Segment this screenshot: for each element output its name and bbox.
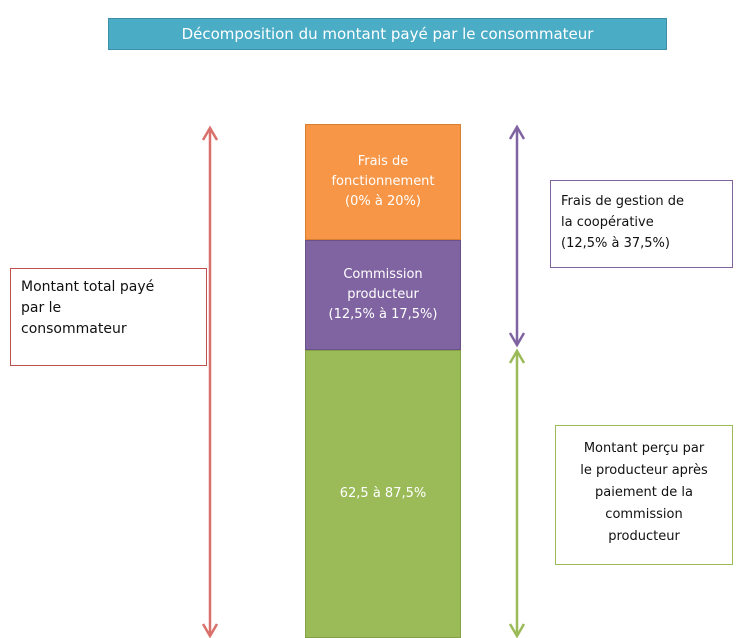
text-line: producteur [347, 287, 419, 302]
text-line: Montant perçu par [583, 441, 705, 456]
text-line: Commission [343, 267, 423, 282]
title: Décomposition du montant payé par le con… [108, 18, 667, 50]
segment: Frais de fonctionnement (0% à 20%) [305, 124, 461, 240]
text-line: (0% à 20%) [345, 194, 421, 209]
text-line: Montant total payé [21, 279, 155, 295]
segment: Commission producteur (12,5% à 17,5%) [305, 240, 461, 350]
text-line: la coopérative [561, 215, 654, 230]
total-arrow [201, 125, 219, 638]
gestion-arrow [508, 124, 526, 348]
text-line: Frais de [357, 154, 409, 169]
text-line: 62,5 à 87,5% [339, 486, 427, 501]
segment: 62,5 à 87,5% [305, 350, 461, 638]
text-line: commission [605, 507, 683, 522]
text-line: (12,5% à 17,5%) [328, 307, 438, 322]
text-line: par le [21, 300, 62, 316]
annotation: Montant total payé par le consommateur [10, 268, 207, 366]
annotation: Frais de gestion de la coopérative (12,5% … [550, 180, 733, 268]
text-line: paiement de la [595, 485, 693, 500]
text-line: fonctionnement [331, 174, 435, 189]
annotation: Montant perçu par le producteur après paie… [555, 425, 733, 565]
text-line: producteur [608, 529, 680, 544]
text-line: Frais de gestion de [561, 194, 685, 209]
percu-arrow [508, 348, 526, 638]
text-line: consommateur [21, 321, 127, 337]
text-line: (12,5% à 37,5%) [561, 236, 670, 251]
text-line: le producteur après [580, 463, 708, 478]
